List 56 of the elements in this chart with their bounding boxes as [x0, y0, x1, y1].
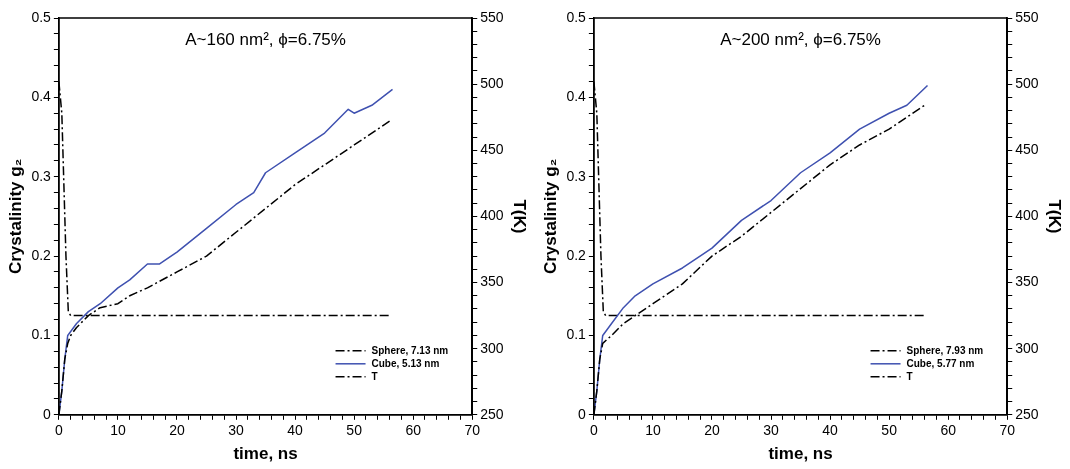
y-tick-label: 0 — [43, 405, 52, 422]
y2-tick-label: 500 — [480, 74, 504, 91]
y2-axis-title: T(K) — [1045, 199, 1065, 234]
x-tick-label: 20 — [704, 422, 720, 439]
legend-label: Sphere, 7.93 nm — [906, 344, 984, 356]
y-tick-label: 0.3 — [31, 167, 52, 184]
x-axis-title: time, ns — [768, 444, 833, 464]
y2-tick-label: 300 — [480, 339, 504, 356]
x-tick-label: 10 — [645, 422, 661, 439]
y2-tick-label: 550 — [1015, 8, 1039, 25]
legend-label: Cube, 5.13 nm — [371, 357, 440, 369]
y2-tick-label: 450 — [1015, 141, 1039, 158]
y2-tick-label: 500 — [1015, 74, 1039, 91]
legend-label: T — [371, 370, 378, 382]
y2-tick-label: 350 — [480, 273, 504, 290]
x-tick-label: 70 — [999, 422, 1016, 439]
x-tick-label: 30 — [763, 422, 780, 439]
y-tick-label: 0.1 — [566, 326, 587, 343]
x-tick-label: 50 — [881, 422, 898, 439]
legend-label: T — [906, 370, 913, 382]
x-axis-title: time, ns — [233, 444, 298, 464]
y-axis-title: Crystalinity g₂ — [5, 158, 25, 275]
y2-tick-label: 250 — [1015, 405, 1039, 422]
y-tick-label: 0.4 — [566, 88, 587, 105]
legend-label: Sphere, 7.13 nm — [371, 344, 449, 356]
x-tick-label: 30 — [228, 422, 245, 439]
x-tick-label: 10 — [110, 422, 126, 439]
y2-tick-label: 450 — [480, 141, 504, 158]
text: A~160 nm², ϕ=6.75% — [185, 30, 346, 50]
y-tick-label: 0.5 — [31, 8, 52, 25]
x-tick-label: 0 — [589, 422, 598, 439]
y2-axis-title: T(K) — [510, 199, 530, 234]
y-tick-label: 0.2 — [31, 246, 52, 263]
y2-tick-label: 300 — [1015, 339, 1039, 356]
x-tick-label: 60 — [940, 422, 957, 439]
y-tick-label: 0 — [578, 405, 587, 422]
x-tick-label: 0 — [54, 422, 63, 439]
y-tick-label: 0.3 — [566, 167, 587, 184]
x-tick-label: 40 — [822, 422, 839, 439]
y-tick-label: 0.4 — [31, 88, 52, 105]
y-tick-label: 0.2 — [566, 246, 587, 263]
text: A~200 nm², ϕ=6.75% — [720, 30, 881, 50]
x-tick-label: 20 — [169, 422, 185, 439]
y-axis-title: Crystalinity g₂ — [540, 158, 560, 275]
y2-tick-label: 250 — [480, 405, 504, 422]
y2-tick-label: 400 — [480, 207, 504, 224]
y-tick-label: 0.5 — [566, 8, 587, 25]
y2-tick-label: 350 — [1015, 273, 1039, 290]
x-tick-label: 60 — [405, 422, 422, 439]
y2-tick-label: 400 — [1015, 207, 1039, 224]
x-tick-label: 70 — [464, 422, 481, 439]
y-tick-label: 0.1 — [31, 326, 52, 343]
y2-tick-label: 550 — [480, 8, 504, 25]
x-tick-label: 40 — [287, 422, 304, 439]
x-tick-label: 50 — [346, 422, 363, 439]
legend-label: Cube, 5.77 nm — [906, 357, 975, 369]
